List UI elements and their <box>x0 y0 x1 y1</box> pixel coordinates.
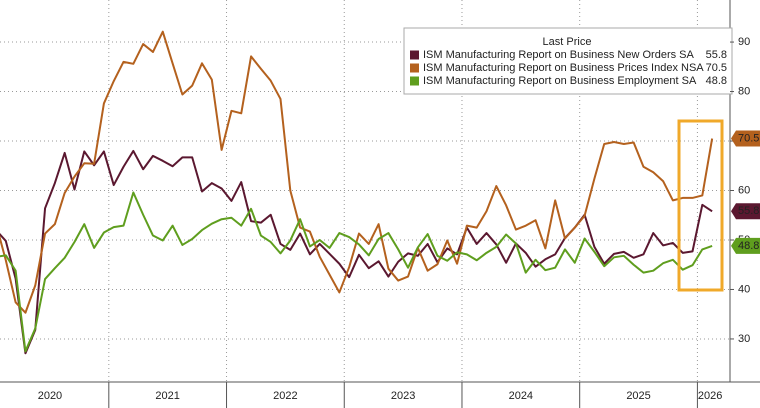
legend-box <box>403 27 733 95</box>
x-tick-label: 2026 <box>698 390 722 402</box>
y-tick-label: 90 <box>738 36 750 48</box>
x-tick-label: 2021 <box>155 390 179 402</box>
last-value-label: 55.8 <box>738 205 759 217</box>
legend-title: Last Price <box>543 36 592 48</box>
legend-swatch <box>410 50 419 60</box>
last-value-tag <box>731 130 760 147</box>
x-tick-label: 2020 <box>38 390 62 402</box>
x-tick-label: 2023 <box>391 390 415 402</box>
y-tick-label: 40 <box>738 283 750 295</box>
last-value-label: 48.8 <box>738 240 759 252</box>
x-tick-label: 2025 <box>626 390 650 402</box>
legend-swatch <box>410 63 419 73</box>
plot-area <box>0 0 730 382</box>
y-tick-label: 30 <box>738 333 750 345</box>
legend: Last Price ISM Manufacturing Report on B… <box>403 27 733 95</box>
series-line <box>0 191 713 353</box>
x-tick-label: 2022 <box>273 390 297 402</box>
series-line <box>0 30 714 314</box>
y-tick-label: 60 <box>738 184 750 196</box>
legend-value: 55.8 <box>706 49 727 61</box>
legend-label: ISM Manufacturing Report on Business Emp… <box>423 75 697 87</box>
y-tick-label: 80 <box>738 85 750 97</box>
last-value-label: 70.5 <box>738 132 759 144</box>
legend-value: 70.5 <box>706 62 727 74</box>
legend-value: 48.8 <box>706 75 727 87</box>
x-tick-label: 2024 <box>509 390 533 402</box>
last-value-tag <box>731 203 760 220</box>
series-line <box>0 149 713 355</box>
legend-label: ISM Manufacturing Report on Business New… <box>423 49 695 61</box>
highlight-box <box>677 119 724 292</box>
legend-label: ISM Manufacturing Report on Business Pri… <box>423 62 704 74</box>
legend-swatch <box>410 76 419 86</box>
last-value-tag <box>731 237 760 254</box>
